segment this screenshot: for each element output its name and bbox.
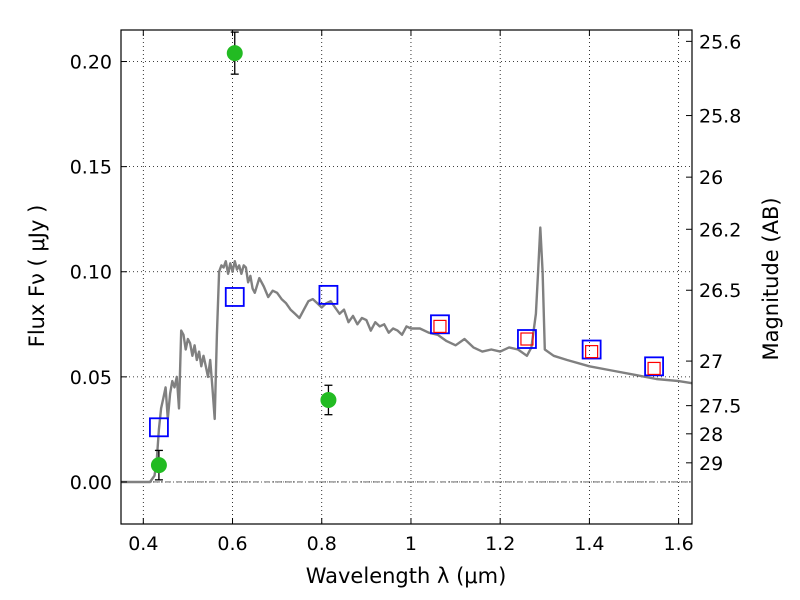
x-tick-label: 0.4 (128, 533, 158, 555)
x-tick-label: 1 (405, 533, 417, 555)
y-tick-label: 0.05 (70, 367, 112, 389)
right-tick-label: 28 (699, 424, 723, 446)
right-tick-label: 26.2 (699, 219, 741, 241)
axis-ticks: 0.4 0.6 0.8 1 1.2 1.4 1.6 0.00 0.05 0.10 0.15 0.20 2… (70, 30, 741, 555)
y-axis-label: Flux Fν ( μJy ) (25, 205, 49, 348)
data-point-circle (320, 391, 337, 408)
x-tick-label: 0.8 (307, 533, 337, 555)
data-point-square (224, 287, 245, 307)
model-sed-line (121, 226, 693, 484)
x-tick-label: 1.6 (664, 533, 694, 555)
y-tick-label: 0.10 (70, 262, 112, 284)
right-tick-label: 26.5 (699, 280, 741, 302)
data-point-circle (226, 45, 243, 62)
data-point-square (318, 284, 339, 305)
data-point-square (520, 332, 534, 346)
y-tick-label: 0.00 (70, 472, 112, 494)
plot-area (121, 31, 693, 484)
x-axis-label: Wavelength λ (μm) (306, 564, 507, 588)
x-tick-label: 1.4 (574, 533, 604, 555)
data-point-square (430, 314, 450, 335)
right-tick-label: 25.6 (699, 31, 741, 53)
y-tick-label: 0.15 (70, 157, 112, 179)
x-tick-label: 1.2 (485, 533, 515, 555)
right-tick-label: 27 (699, 351, 723, 373)
right-tick-label: 27.5 (699, 396, 741, 418)
data-point-square (585, 345, 599, 359)
data-point-square (581, 339, 602, 360)
y-tick-label: 0.20 (70, 52, 112, 74)
right-tick-label: 26 (699, 167, 723, 189)
x-tick-label: 0.6 (217, 533, 247, 555)
right-tick-label: 29 (699, 453, 723, 475)
data-point-circle (150, 457, 167, 474)
right-y-axis-label: Magnitude (AB) (759, 197, 783, 360)
plot-frame (120, 29, 693, 525)
data-point-square (647, 361, 661, 376)
data-point-square (517, 329, 537, 349)
data-point-square (149, 417, 169, 438)
axis-labels: Wavelength λ (μm) Flux Fν ( μJy ) Magnit… (25, 197, 783, 588)
data-point-square (644, 356, 664, 377)
right-tick-label: 25.8 (699, 106, 741, 128)
data-point-square (433, 319, 447, 333)
